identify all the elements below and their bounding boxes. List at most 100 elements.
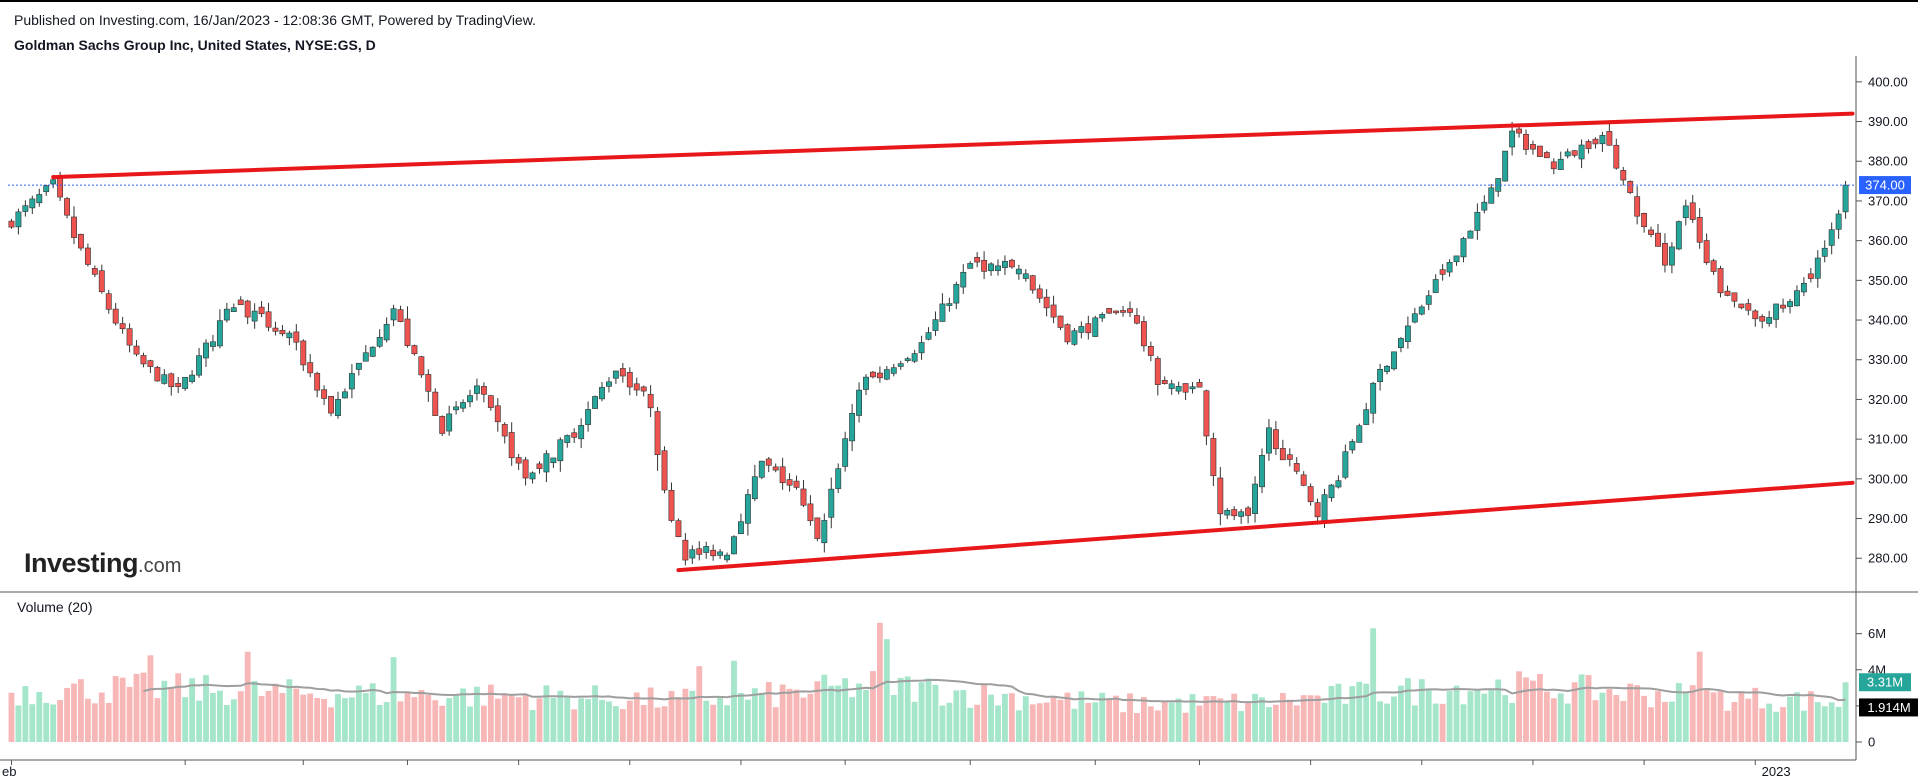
volume-bar bbox=[1807, 691, 1814, 742]
volume-bar bbox=[376, 705, 383, 742]
candle-body bbox=[835, 468, 842, 489]
volume-bar bbox=[1592, 700, 1599, 742]
candle-body bbox=[64, 198, 70, 216]
candle-body bbox=[1599, 135, 1606, 145]
volume-bar bbox=[800, 697, 807, 742]
chart-header: Published on Investing.com, 16/Jan/2023 … bbox=[14, 12, 536, 53]
candle-body bbox=[78, 233, 84, 249]
candle-body bbox=[1696, 217, 1703, 243]
candle-body bbox=[1279, 448, 1286, 461]
candle-body bbox=[1571, 150, 1578, 156]
candle-body bbox=[821, 520, 828, 544]
volume-bar bbox=[362, 693, 369, 742]
volume-bar bbox=[870, 671, 876, 742]
volume-bar bbox=[1828, 702, 1835, 742]
candle-body bbox=[863, 376, 869, 390]
candle-body bbox=[1474, 211, 1481, 231]
published-line: Published on Investing.com, 16/Jan/2023 … bbox=[14, 12, 536, 28]
volume-bar bbox=[1710, 692, 1717, 742]
candle-body bbox=[1238, 511, 1245, 517]
volume-bar bbox=[272, 683, 279, 742]
volume-bar bbox=[1272, 704, 1279, 742]
volume-bar bbox=[1696, 651, 1703, 742]
volume-bar bbox=[1759, 708, 1766, 742]
volume-bar bbox=[1536, 674, 1543, 742]
candle-body bbox=[237, 299, 244, 306]
volume-bar bbox=[328, 707, 334, 742]
candle-body bbox=[230, 307, 237, 312]
volume-bar bbox=[904, 676, 911, 742]
candle-body bbox=[967, 263, 974, 269]
volume-bar bbox=[126, 686, 133, 742]
candle-body bbox=[126, 328, 133, 346]
volume-bar bbox=[717, 698, 724, 742]
volume-bar bbox=[689, 690, 696, 742]
candle-body bbox=[758, 460, 765, 478]
candle-body bbox=[1766, 317, 1773, 324]
candle-body bbox=[995, 265, 1001, 271]
volume-bar bbox=[1022, 696, 1029, 742]
candle-body bbox=[1745, 303, 1752, 311]
volume-bar bbox=[1356, 681, 1363, 742]
volume-bar bbox=[300, 694, 307, 742]
volume-bar bbox=[758, 693, 765, 742]
volume-bar bbox=[369, 683, 376, 742]
candle-body bbox=[1015, 268, 1022, 275]
candle-body bbox=[1252, 483, 1258, 514]
volume-bar bbox=[342, 698, 348, 742]
candle-body bbox=[1842, 184, 1849, 213]
candle-body bbox=[1530, 144, 1536, 150]
volume-bar bbox=[404, 692, 411, 742]
volume-bar bbox=[321, 699, 328, 742]
volume-bar bbox=[1835, 706, 1842, 742]
volume-bar bbox=[467, 706, 473, 742]
candle-body bbox=[1203, 390, 1210, 437]
volume-bar bbox=[1502, 695, 1509, 742]
candle-body bbox=[1759, 316, 1766, 322]
volume-bar bbox=[522, 694, 529, 742]
y-tick-label: 400.00 bbox=[1868, 74, 1908, 89]
volume-bar bbox=[397, 701, 404, 742]
candle-body bbox=[1189, 386, 1196, 390]
candle-body bbox=[1134, 315, 1140, 324]
candle-body bbox=[439, 416, 446, 434]
volume-bar bbox=[1787, 696, 1793, 742]
volume-tag bbox=[1859, 673, 1911, 692]
candle-body bbox=[1342, 451, 1349, 478]
volume-bar bbox=[897, 677, 904, 742]
candle-body bbox=[1120, 310, 1126, 313]
volume-bar bbox=[1203, 696, 1210, 742]
candle-body bbox=[1161, 380, 1168, 384]
volume-bar bbox=[1495, 679, 1502, 742]
price-labels: 374.00 3.31M 1.914M bbox=[1859, 176, 1918, 717]
candle-body bbox=[1502, 150, 1509, 182]
volume-bar bbox=[154, 698, 161, 742]
candle-body bbox=[668, 489, 675, 521]
candle-body bbox=[529, 472, 536, 480]
candle-body bbox=[1655, 232, 1661, 247]
candle-body bbox=[1446, 262, 1453, 273]
candle-body bbox=[1022, 273, 1029, 279]
volume-bar bbox=[348, 697, 355, 742]
candle-body bbox=[1606, 131, 1613, 146]
candle-body bbox=[1036, 288, 1043, 299]
volume-bar bbox=[1773, 711, 1780, 742]
candle-body bbox=[480, 386, 487, 395]
candle-body bbox=[29, 198, 36, 209]
candle-body bbox=[1585, 141, 1592, 149]
candle-body bbox=[1127, 308, 1133, 313]
volume-bar bbox=[765, 682, 772, 742]
volume-bar bbox=[1008, 693, 1015, 742]
candle-body bbox=[1266, 427, 1272, 454]
volume-bar bbox=[883, 639, 890, 742]
volume-bar bbox=[1245, 702, 1252, 742]
candle-body bbox=[1384, 365, 1390, 372]
volume-bar bbox=[140, 672, 147, 742]
volume-bar bbox=[1439, 703, 1446, 742]
volume-bar bbox=[654, 707, 661, 742]
volume-bar bbox=[1467, 691, 1474, 742]
volume-bar bbox=[196, 700, 202, 742]
candle-body bbox=[1634, 196, 1641, 217]
volume-bar bbox=[1015, 710, 1022, 742]
